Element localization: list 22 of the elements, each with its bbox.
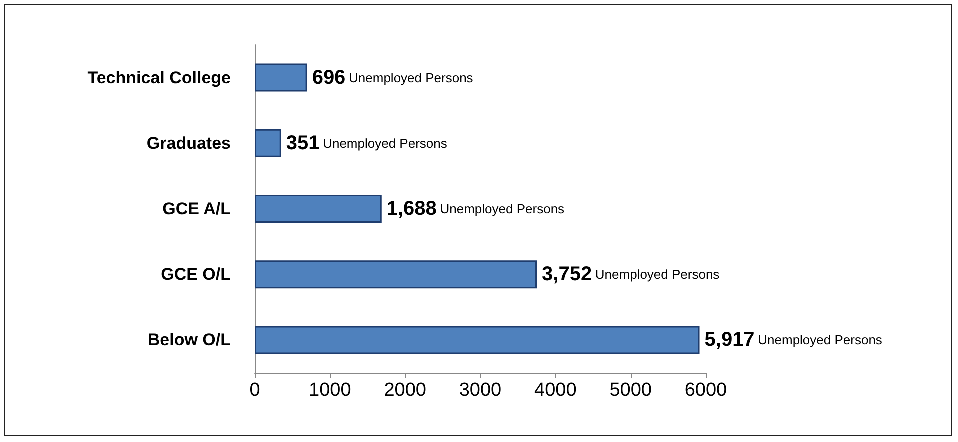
y-tick-label: Graduates [146,134,231,153]
data-label: 1,688 Unemployed Persons [386,198,566,220]
y-tick-label: Technical College [88,68,231,88]
data-label: 3,752 Unemployed Persons [542,264,720,286]
x-tick-label: 3000 [459,380,502,401]
x-tick-label: 4000 [534,380,577,401]
y-tick-label: GCE A/L [162,200,231,218]
x-tick-label: 5000 [610,380,652,401]
bar [255,129,282,158]
x-tick-label: 1000 [309,380,352,401]
x-tick-label: 2000 [384,380,426,401]
y-tick-label: GCE O/L [161,265,231,284]
x-tick-label: 6000 [684,380,728,401]
bar [255,260,538,289]
bar [255,326,700,354]
bar [255,195,382,223]
data-label: 351 Unemployed Persons [286,132,448,154]
bar [255,64,308,92]
x-tick-label: 0 [250,380,260,401]
data-label: 696 Unemployed Persons [312,66,474,89]
y-tick-label: Below O/L [148,330,231,350]
data-label: 5,917 Unemployed Persons [704,329,883,352]
